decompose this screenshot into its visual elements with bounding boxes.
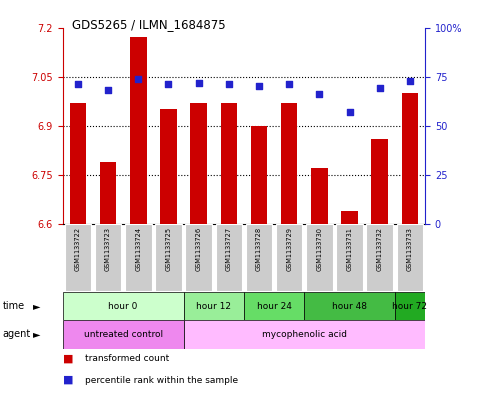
Point xyxy=(134,75,142,82)
Text: percentile rank within the sample: percentile rank within the sample xyxy=(85,376,238,384)
Text: GDS5265 / ILMN_1684875: GDS5265 / ILMN_1684875 xyxy=(72,18,226,31)
Bar xyxy=(215,224,242,291)
Text: ■: ■ xyxy=(63,353,73,364)
Bar xyxy=(246,224,272,291)
Bar xyxy=(251,126,267,224)
Bar xyxy=(306,224,333,291)
Text: GSM1133729: GSM1133729 xyxy=(286,227,292,271)
Text: hour 72: hour 72 xyxy=(393,302,427,310)
Bar xyxy=(336,224,363,291)
Text: GSM1133727: GSM1133727 xyxy=(226,227,232,271)
Text: hour 12: hour 12 xyxy=(196,302,231,310)
Text: GSM1133726: GSM1133726 xyxy=(196,227,201,271)
Bar xyxy=(341,211,358,224)
Bar xyxy=(311,168,327,224)
Point xyxy=(225,81,233,88)
Text: transformed count: transformed count xyxy=(85,354,169,363)
Point xyxy=(346,109,354,115)
Text: time: time xyxy=(2,301,25,311)
Bar xyxy=(65,224,91,291)
Bar xyxy=(70,103,86,224)
Text: mycophenolic acid: mycophenolic acid xyxy=(262,330,347,339)
Bar xyxy=(95,224,121,291)
Bar xyxy=(100,162,116,224)
Point xyxy=(406,77,414,84)
Bar xyxy=(190,103,207,224)
Point xyxy=(195,79,202,86)
Text: GSM1133725: GSM1133725 xyxy=(166,227,171,271)
Bar xyxy=(63,292,184,320)
Point xyxy=(376,85,384,92)
Bar xyxy=(397,224,423,291)
Bar xyxy=(402,93,418,224)
Text: GSM1133733: GSM1133733 xyxy=(407,227,413,270)
Text: GSM1133722: GSM1133722 xyxy=(75,227,81,271)
Bar xyxy=(367,224,393,291)
Bar xyxy=(276,224,302,291)
Text: ■: ■ xyxy=(63,375,73,385)
Bar xyxy=(371,139,388,224)
Bar xyxy=(184,320,425,349)
Text: ►: ► xyxy=(33,301,41,311)
Text: agent: agent xyxy=(2,329,30,340)
Point xyxy=(255,83,263,90)
Point xyxy=(74,81,82,88)
Text: GSM1133728: GSM1133728 xyxy=(256,227,262,271)
Point xyxy=(165,81,172,88)
Bar xyxy=(130,37,146,224)
Text: GSM1133731: GSM1133731 xyxy=(347,227,353,270)
Bar xyxy=(63,320,184,349)
Bar xyxy=(304,292,395,320)
Bar xyxy=(221,103,237,224)
Text: GSM1133732: GSM1133732 xyxy=(377,227,383,271)
Bar xyxy=(244,292,304,320)
Text: GSM1133724: GSM1133724 xyxy=(135,227,141,271)
Text: ►: ► xyxy=(33,329,41,340)
Text: GSM1133730: GSM1133730 xyxy=(316,227,322,271)
Text: hour 0: hour 0 xyxy=(109,302,138,310)
Text: untreated control: untreated control xyxy=(84,330,163,339)
Point xyxy=(285,81,293,88)
Bar xyxy=(160,109,177,224)
Point xyxy=(315,91,323,97)
Bar xyxy=(184,292,244,320)
Point xyxy=(104,87,112,94)
Text: GSM1133723: GSM1133723 xyxy=(105,227,111,271)
Bar xyxy=(155,224,182,291)
Text: hour 24: hour 24 xyxy=(256,302,292,310)
Bar xyxy=(125,224,152,291)
Bar xyxy=(395,292,425,320)
Text: hour 48: hour 48 xyxy=(332,302,367,310)
Bar xyxy=(281,103,298,224)
Bar xyxy=(185,224,212,291)
